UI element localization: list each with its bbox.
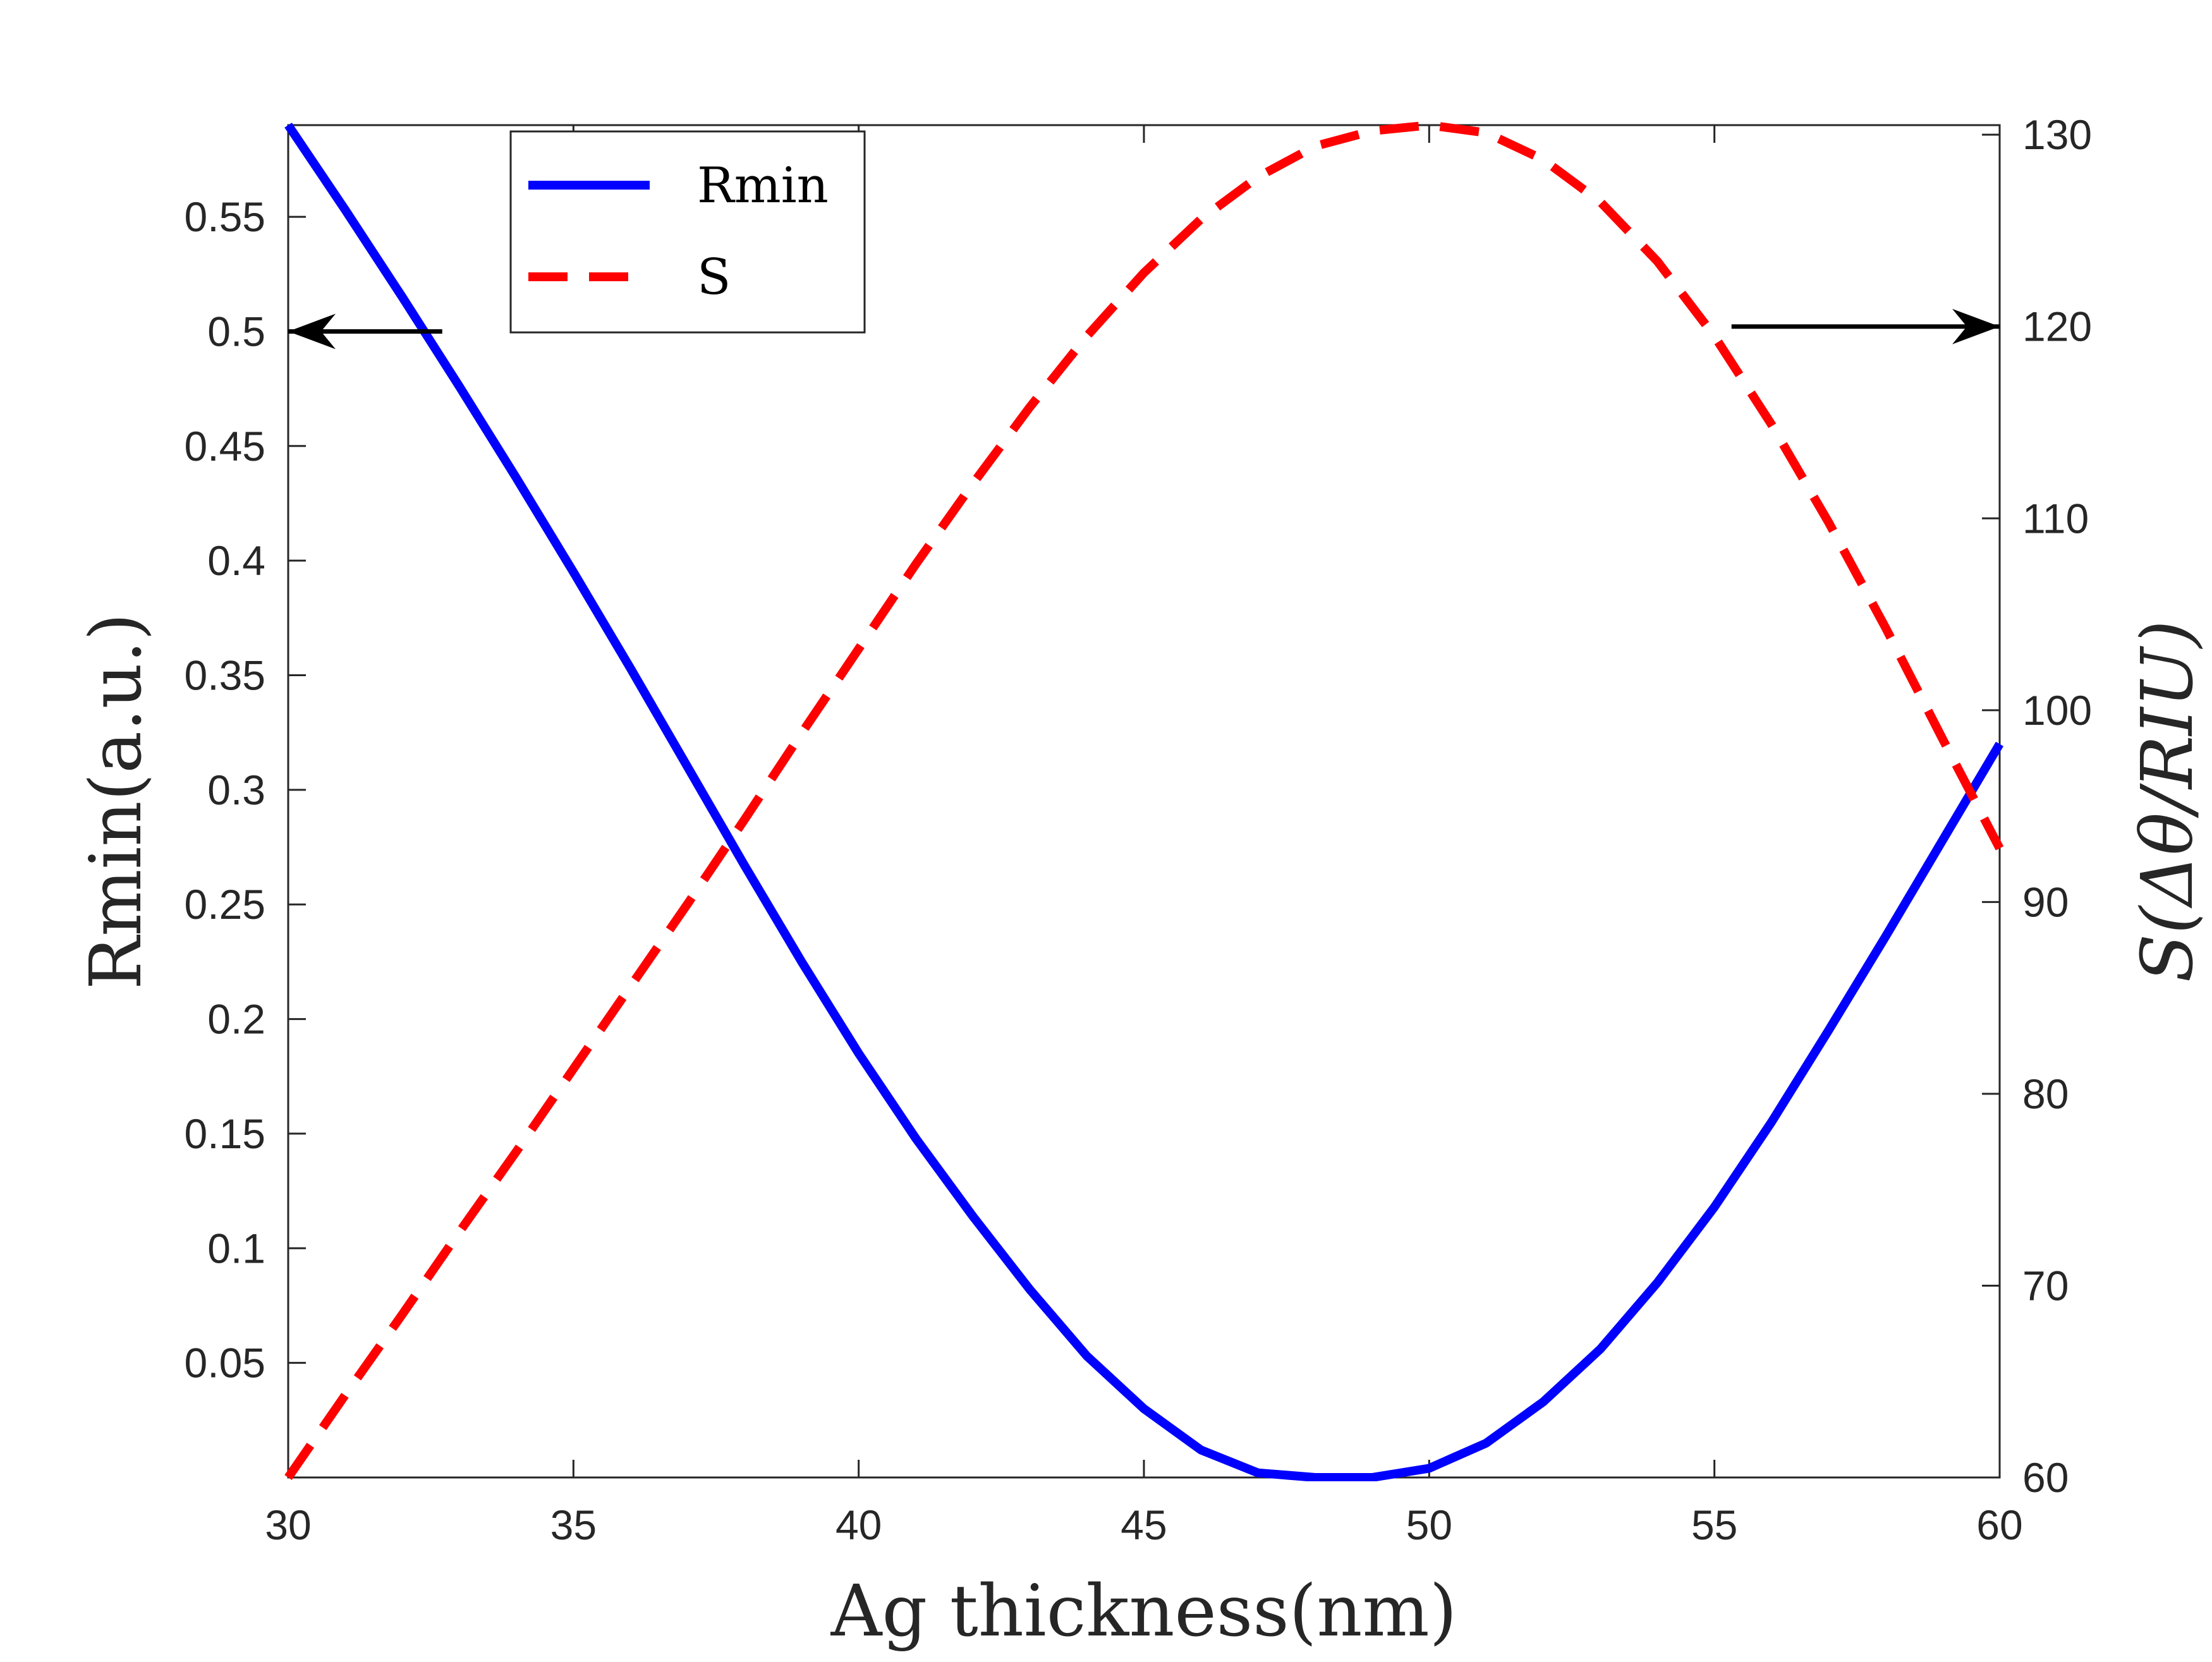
y-left-tick-label: 0.05 xyxy=(185,1340,265,1386)
x-tick-label: 50 xyxy=(1406,1501,1452,1548)
annotation-arrow-head xyxy=(1952,308,2000,344)
x-axis-title: Ag thickness(nm) xyxy=(830,1570,1457,1653)
y-right-axis-title: S(Δθ/RIU) xyxy=(2127,620,2209,982)
y-right-tick-label: 70 xyxy=(2022,1262,2069,1309)
x-tick-label: 35 xyxy=(550,1501,597,1548)
y-left-tick-label: 0.2 xyxy=(207,996,265,1043)
y-left-tick-label: 0.3 xyxy=(207,767,265,813)
y-left-tick-label: 0.45 xyxy=(185,423,265,470)
y-right-tick-label: 60 xyxy=(2022,1454,2069,1501)
y-left-tick-label: 0.4 xyxy=(207,537,265,584)
y-left-tick-label: 0.25 xyxy=(185,881,265,928)
x-tick-label: 45 xyxy=(1121,1501,1167,1548)
y-left-axis-title: Rmin(a.u.) xyxy=(75,613,157,990)
y-right-tick-label: 90 xyxy=(2022,878,2069,925)
series-line-rmin xyxy=(284,123,2003,1481)
y-left-tick-label: 0.55 xyxy=(185,193,265,240)
y-left-tick-label: 0.1 xyxy=(207,1225,265,1271)
x-tick-label: 30 xyxy=(265,1501,311,1548)
y-left-tick-label: 0.5 xyxy=(207,308,265,355)
legend-label-s: S xyxy=(697,249,731,306)
y-right-tick-label: 100 xyxy=(2022,687,2092,734)
y-left-tick-label: 0.35 xyxy=(185,652,265,699)
annotation-arrow-head xyxy=(288,313,336,349)
legend-box xyxy=(509,130,866,334)
y-right-tick-label: 80 xyxy=(2022,1071,2069,1117)
x-tick-label: 60 xyxy=(1976,1501,2022,1548)
plot-layer: 30 35 40 45 50 55 60 0.05 0.1 0.15 0.2 0.25 0.3 0.35 0… xyxy=(75,111,2209,1653)
y-right-tick-label: 110 xyxy=(2022,495,2089,542)
y-right-tick-label: 120 xyxy=(2022,303,2092,350)
y-right-tick-label: 130 xyxy=(2022,111,2092,158)
legend-label-rmin: Rmin xyxy=(697,157,829,214)
x-tick-label: 40 xyxy=(836,1501,882,1548)
y-left-tick-label: 0.15 xyxy=(185,1110,265,1157)
series-line-s xyxy=(284,121,2003,1480)
x-tick-label: 55 xyxy=(1691,1501,1737,1548)
